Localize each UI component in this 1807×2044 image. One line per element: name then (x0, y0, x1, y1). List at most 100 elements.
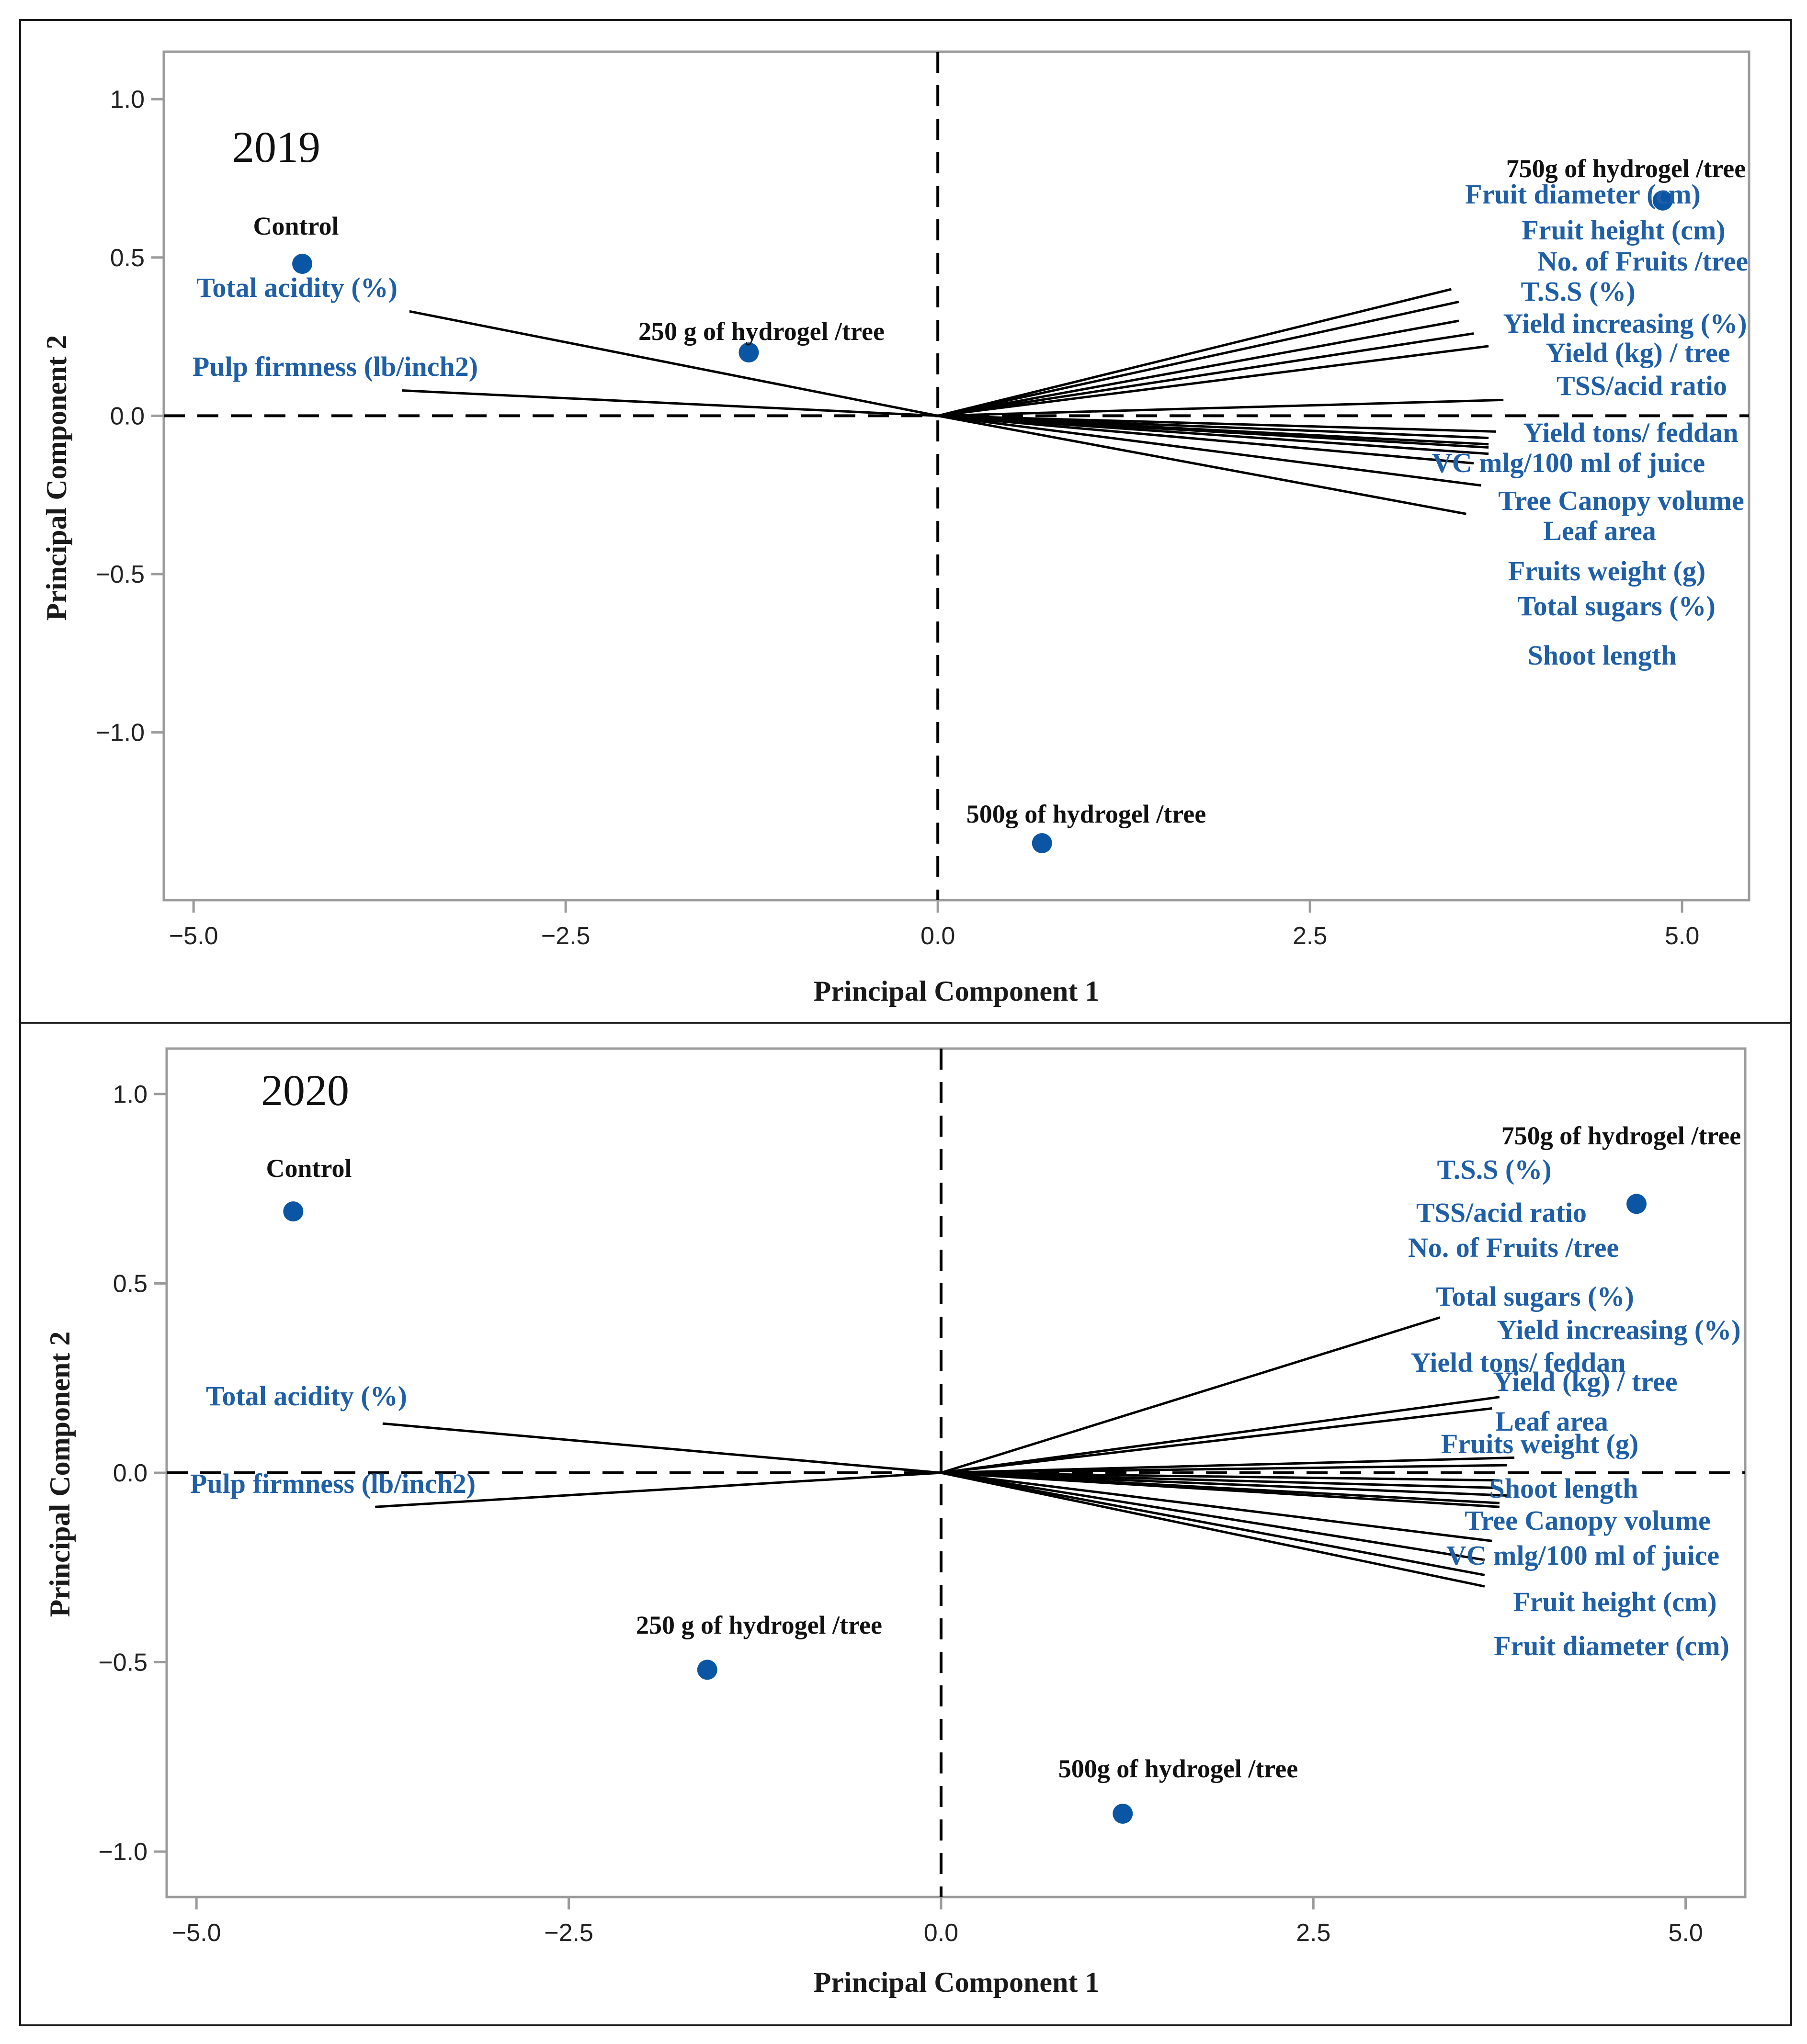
x-tick-label: −5.0 (172, 1919, 221, 1947)
loading-vectors (402, 288, 1504, 515)
variable-label: Fruits weight (g) (1508, 555, 1705, 587)
x-tick-marks (192, 900, 1683, 913)
treatment-label: 750g of hydrogel /tree (1506, 154, 1746, 183)
loading-vector (937, 319, 1459, 417)
loading-vector (937, 414, 1481, 487)
y-tick-labels: 1.0 0.5 0.0 −0.5 −1.0 (98, 1081, 148, 1866)
panel-year-label: 2019 (232, 123, 320, 171)
variable-labels: Total acidity (%) Pulp firmness (lb/inch… (190, 1154, 1741, 1661)
treatment-label: 500g of hydrogel /tree (966, 800, 1206, 828)
x-tick-label: 2.5 (1296, 1919, 1330, 1947)
treatment-points (292, 190, 1673, 853)
variable-label: Total sugars (%) (1517, 590, 1716, 621)
treatment-point (292, 254, 313, 274)
x-axis-title: Principal Component 1 (814, 975, 1100, 1007)
treatment-point (283, 1201, 304, 1222)
loading-vector (941, 1471, 1485, 1588)
variable-label: T.S.S (%) (1437, 1154, 1551, 1185)
loading-vector (938, 398, 1504, 417)
treatment-point (1626, 1194, 1647, 1214)
y-tick-label: −0.5 (98, 1649, 148, 1677)
variable-label: Tree Canopy volume (1465, 1505, 1710, 1536)
loading-vector (941, 1396, 1500, 1474)
chart-panel-2020: −5.0 −2.5 0.0 2.5 5.0 1.0 0.5 0.0 −0.5 −… (44, 1047, 1747, 1998)
variable-label: Tree Canopy volume (1498, 485, 1744, 516)
loading-vectors (375, 1316, 1515, 1588)
y-tick-marks (151, 98, 164, 734)
loading-vector (937, 414, 1474, 465)
variable-label: No. of Fruits /tree (1408, 1232, 1619, 1263)
loading-vector (941, 1316, 1441, 1474)
x-tick-label: 5.0 (1665, 922, 1699, 950)
x-tick-labels: −5.0 −2.5 0.0 2.5 5.0 (172, 1919, 1703, 1947)
variable-label: VC mlg/100 ml of juice (1432, 447, 1705, 478)
y-axis-title: Principal Component 2 (41, 335, 72, 621)
treatment-point (739, 342, 759, 363)
y-axis-title: Principal Component 2 (44, 1332, 76, 1617)
variable-label: Leaf area (1543, 515, 1656, 546)
treatment-point (1113, 1803, 1133, 1824)
treatment-label: Control (266, 1154, 352, 1183)
loading-vector (941, 1471, 1500, 1482)
x-tick-marks (195, 1897, 1687, 1909)
variable-label: Shoot length (1527, 640, 1676, 671)
plot-frame (162, 50, 1750, 902)
x-tick-label: 5.0 (1668, 1919, 1703, 1947)
x-axis-title: Principal Component 1 (814, 1966, 1100, 1998)
y-tick-label: 1.0 (110, 86, 145, 113)
loading-vector (941, 1464, 1507, 1474)
treatment-labels: Control 250 g of hydrogel /tree 500g of … (253, 154, 1746, 828)
loading-vector (938, 414, 1489, 440)
variable-label: Fruit height (cm) (1513, 1586, 1716, 1617)
treatment-label: 250 g of hydrogel /tree (638, 317, 885, 346)
y-tick-label: 1.0 (113, 1081, 148, 1108)
variable-label: TSS/acid ratio (1557, 370, 1727, 401)
loading-vector (941, 1471, 1500, 1508)
treatment-label: Control (253, 212, 339, 240)
treatment-label: 500g of hydrogel /tree (1058, 1754, 1298, 1783)
y-tick-label: −1.0 (95, 719, 145, 747)
loading-vector (402, 389, 938, 417)
loading-vector (938, 414, 1489, 449)
loading-vector (409, 310, 938, 417)
treatment-points (283, 1194, 1647, 1824)
loading-vector (941, 1456, 1515, 1474)
loading-vector (937, 414, 1466, 515)
panel-year-label: 2020 (261, 1066, 349, 1115)
variable-label: T.S.S (%) (1521, 276, 1635, 307)
loading-vector (941, 1407, 1492, 1474)
x-tick-label: −2.5 (541, 922, 591, 950)
variable-label: Fruit height (cm) (1522, 215, 1725, 246)
variable-labels: Total acidity (%) Pulp firmness (lb/inch… (193, 179, 1748, 671)
y-tick-label: 0.0 (113, 1459, 148, 1487)
x-tick-label: 0.0 (921, 922, 955, 950)
variable-label: Shoot length (1489, 1473, 1638, 1504)
variable-label: Total acidity (%) (206, 1380, 407, 1412)
y-tick-label: −1.0 (98, 1838, 148, 1866)
loading-vector (382, 1422, 942, 1474)
variable-label: Total acidity (%) (196, 272, 398, 303)
x-tick-label: −2.5 (544, 1919, 593, 1947)
variable-label: VC mlg/100 ml of juice (1446, 1540, 1719, 1571)
variable-label: Yield (kg) / tree (1546, 337, 1730, 368)
variable-label: Fruits weight (g) (1441, 1428, 1638, 1459)
variable-label: Leaf area (1495, 1406, 1608, 1437)
y-tick-label: 0.5 (110, 244, 145, 272)
loading-vector (937, 332, 1474, 417)
chart-panel-2019: −5.0 −2.5 0.0 2.5 5.0 1.0 0.5 0.0 −0.5 −… (41, 50, 1750, 1007)
y-tick-marks (154, 1093, 167, 1853)
variable-label: Yield tons/ feddan (1523, 417, 1738, 448)
x-tick-labels: −5.0 −2.5 0.0 2.5 5.0 (169, 922, 1699, 950)
variable-label: Total sugars (%) (1436, 1281, 1634, 1312)
loading-vector (941, 1471, 1485, 1577)
loading-vector (937, 288, 1452, 417)
x-tick-label: 2.5 (1293, 922, 1327, 950)
variable-label: No. of Fruits /tree (1537, 246, 1748, 277)
y-tick-label: −0.5 (95, 561, 145, 588)
loading-vector (937, 300, 1459, 417)
loading-vector (941, 1471, 1485, 1561)
variable-label: Fruit diameter (cm) (1494, 1630, 1729, 1661)
variable-label: Yield tons/ feddan (1410, 1347, 1625, 1378)
loading-vector (941, 1471, 1507, 1497)
